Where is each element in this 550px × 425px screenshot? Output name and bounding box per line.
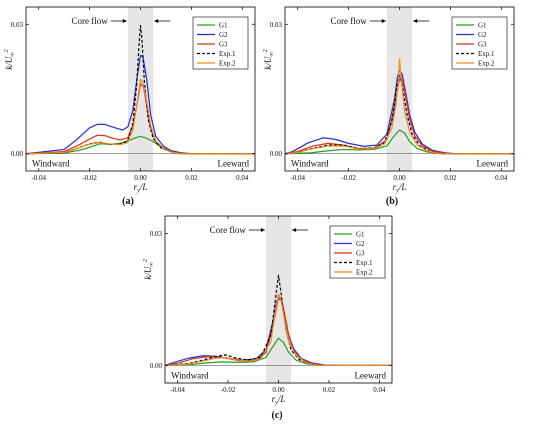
core-flow-band: [127, 7, 154, 171]
series-line-g3: [285, 77, 514, 155]
x-tick-label: 0.04: [373, 386, 386, 394]
x-axis-label-sub: y: [274, 400, 278, 406]
core-arrow-right-head: [154, 19, 159, 23]
x-axis-label-sub: y: [395, 188, 399, 194]
core-arrow-left-head: [381, 19, 386, 23]
panel-label: (b): [386, 196, 398, 207]
legend-label: G1: [356, 231, 365, 239]
x-axis-label-sub: y: [136, 188, 140, 194]
x-tick-label: 0.00: [272, 386, 285, 394]
x-tick-label: -0.02: [341, 174, 356, 182]
x-axis-label-tail: /L: [139, 182, 148, 192]
y-tick-label: 0.00: [150, 362, 163, 370]
x-tick-label: -0.02: [82, 174, 97, 182]
legend-box: [329, 225, 386, 279]
core-flow-band: [386, 7, 413, 171]
legend-label: G3: [478, 41, 487, 49]
legend-label: Exp.1: [478, 50, 495, 58]
x-axis-label-main: r: [272, 394, 276, 404]
y-axis-label-main: k/U: [4, 56, 14, 69]
x-tick-label: 0.04: [236, 174, 249, 182]
series-line-exp1: [165, 274, 392, 367]
x-axis-label-tail: /L: [277, 394, 286, 404]
y-axis-label-main: k/U: [143, 266, 153, 279]
core-flow-label: Core flow: [210, 225, 247, 235]
x-axis-label: ry/L: [272, 394, 286, 406]
series-line-exp2: [285, 58, 514, 155]
core-flow-label: Core flow: [72, 16, 109, 26]
legend-label: G2: [356, 240, 365, 248]
x-tick-label: 0.04: [495, 174, 508, 182]
y-axis-label-sup: 2: [263, 49, 269, 52]
legend-label: G2: [219, 31, 228, 39]
legend-box: [451, 16, 508, 70]
panel-a: -0.04 -0.02 0.00 0.02 0.04 0.00 0.03 k/U∞2 ry/L W…: [4, 6, 256, 207]
y-tick-label: 0.00: [270, 150, 283, 158]
x-axis-label: ry/L: [134, 182, 148, 194]
x-tick-label: 0.02: [444, 174, 457, 182]
legend-label: G3: [356, 250, 365, 258]
legend-label: G1: [219, 22, 228, 30]
core-flow-label: Core flow: [331, 16, 368, 26]
y-axis-label-sup: 2: [4, 49, 10, 52]
x-axis-label-main: r: [393, 182, 397, 192]
y-tick-label: 0.03: [11, 21, 24, 29]
series-group: [26, 24, 255, 155]
y-axis-label-sub: ∞: [269, 52, 275, 57]
windward-label: Windward: [171, 370, 209, 380]
series-line-exp2: [165, 293, 392, 367]
legend-label: Exp.1: [219, 50, 236, 58]
legend-label: G2: [478, 31, 487, 39]
legend-label: Exp.2: [219, 60, 236, 68]
y-tick-label: 0.03: [150, 230, 163, 238]
x-axis-label: ry/L: [393, 182, 407, 194]
x-tick-label: -0.04: [170, 386, 185, 394]
panel-label: (a): [122, 196, 134, 207]
panel-b: -0.04 -0.02 0.00 0.02 0.04 0.00 0.03 k/U∞2 ry/L W…: [263, 6, 515, 207]
panel-c: -0.04 -0.02 0.00 0.02 0.04 0.00 0.03 k/U∞2 ry/L W…: [143, 215, 393, 421]
series-line-g2: [285, 70, 514, 155]
core-arrow-left-head: [260, 228, 265, 232]
legend-label: G3: [219, 41, 228, 49]
x-tick-label: 0.00: [393, 174, 406, 182]
x-tick-label: -0.04: [290, 174, 305, 182]
x-tick-label: 0.00: [134, 174, 147, 182]
leeward-label: Leeward: [218, 159, 250, 169]
x-tick-label: -0.02: [221, 386, 236, 394]
y-axis-label-sub: ∞: [149, 262, 155, 267]
core-arrow-left-head: [122, 19, 127, 23]
panel-label: (c): [271, 410, 282, 421]
core-arrow-right-head: [413, 19, 418, 23]
y-axis-label-sup: 2: [143, 259, 149, 262]
core-arrow-right-head: [292, 228, 297, 232]
y-axis-label-sub: ∞: [10, 52, 16, 57]
series-group: [285, 58, 514, 155]
legend-label: Exp.2: [478, 60, 495, 68]
y-axis-label: k/U∞2: [143, 259, 155, 279]
windward-label: Windward: [32, 159, 70, 169]
series-line-exp1: [285, 74, 514, 155]
x-tick-label: 0.02: [323, 386, 336, 394]
y-axis-label-main: k/U: [263, 56, 273, 69]
series-group: [165, 274, 392, 367]
leeward-label: Leeward: [477, 159, 509, 169]
series-line-g2: [165, 298, 392, 367]
leeward-label: Leeward: [355, 370, 387, 380]
legend-label: Exp.2: [356, 269, 373, 277]
legend-label: Exp.1: [356, 259, 373, 267]
x-tick-label: -0.04: [31, 174, 46, 182]
y-tick-label: 0.03: [270, 21, 283, 29]
windward-label: Windward: [291, 159, 329, 169]
legend-label: G1: [478, 22, 487, 30]
legend-box: [192, 16, 249, 70]
x-tick-label: 0.02: [185, 174, 198, 182]
y-tick-label: 0.00: [11, 150, 24, 158]
x-axis-label-main: r: [134, 182, 138, 192]
x-axis-label-tail: /L: [398, 182, 407, 192]
series-line-exp2: [26, 78, 255, 155]
y-axis-label: k/U∞2: [263, 49, 275, 69]
y-axis-label: k/U∞2: [4, 49, 16, 69]
